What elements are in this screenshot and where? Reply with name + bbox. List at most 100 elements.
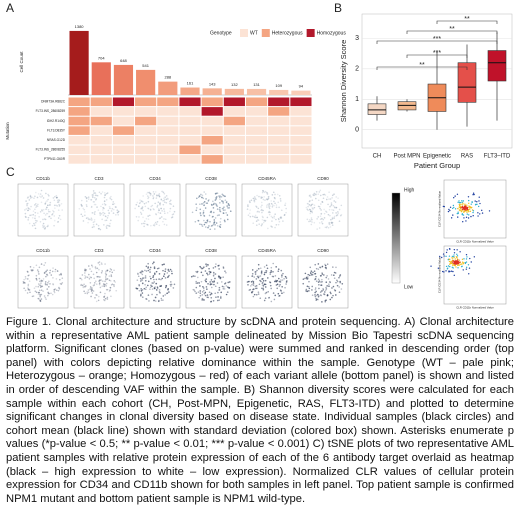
cell-dot <box>140 200 143 202</box>
cell-dot <box>92 290 95 292</box>
cell-dot <box>321 290 323 292</box>
cell-dot <box>207 226 209 229</box>
cell-dot <box>311 273 314 276</box>
cell-dot <box>203 204 205 207</box>
scatter-dot <box>457 201 459 204</box>
scatter-dot <box>461 261 464 263</box>
cell-dot <box>49 210 51 213</box>
cell-dot <box>261 196 264 199</box>
cell-dot <box>141 273 144 276</box>
cell-dot <box>153 193 156 195</box>
cell-dot <box>261 284 264 286</box>
scatter-dot <box>448 260 451 263</box>
scatter-dot <box>442 253 445 255</box>
cell-dot <box>266 204 268 207</box>
cell-dot <box>156 220 159 223</box>
scatter-dot <box>463 210 466 213</box>
cell-dot <box>279 200 282 202</box>
color-scale <box>391 192 401 284</box>
cell-dot <box>280 216 282 218</box>
cell-dot <box>34 217 36 220</box>
cell-dot <box>333 206 336 208</box>
cell-dot <box>335 206 338 209</box>
cell-dot <box>315 193 317 196</box>
cell-dot <box>44 283 47 286</box>
cell-dot <box>93 201 96 203</box>
cell-dot <box>270 266 273 269</box>
cell-dot <box>315 297 317 300</box>
cell-dot <box>46 212 49 215</box>
cell-dot <box>211 204 213 206</box>
cell-dot <box>113 269 115 272</box>
cell-dot <box>321 301 323 303</box>
cell-dot <box>309 209 312 211</box>
cell-dot <box>49 201 52 204</box>
cell-dot <box>47 193 49 196</box>
cell-dot <box>195 203 197 205</box>
cell-dot <box>333 193 335 196</box>
cell-dot <box>277 217 280 220</box>
cell-dot <box>42 222 45 225</box>
cell-dot <box>224 282 227 284</box>
scatter-dot <box>472 192 475 194</box>
cell-dot <box>318 287 320 290</box>
cell-dot <box>24 282 26 284</box>
cell-dot <box>159 203 161 205</box>
cell-dot <box>313 221 316 224</box>
scatter-dot <box>452 214 454 216</box>
tile-title: CD3 <box>94 176 103 181</box>
cell-dot <box>280 269 283 272</box>
cell-dot <box>341 282 344 285</box>
bar <box>269 89 289 95</box>
cell-dot <box>101 191 104 193</box>
cell-dot <box>141 296 144 298</box>
scatter-dot <box>454 262 457 264</box>
cell-dot <box>331 208 333 211</box>
cell-dot <box>113 285 115 288</box>
cell-dot <box>228 281 231 283</box>
heatmap-cell <box>268 116 290 126</box>
cell-dot <box>328 221 331 224</box>
cell-dot <box>151 293 153 296</box>
cell-dot <box>326 285 328 287</box>
cell-dot <box>53 291 56 294</box>
cell-dot <box>142 222 145 225</box>
cell-dot <box>329 198 332 200</box>
cell-dot <box>155 223 158 225</box>
cell-dot <box>28 199 31 201</box>
cell-dot <box>151 282 153 284</box>
y-tick-label: 2 <box>355 66 359 73</box>
cell-dot <box>223 286 225 288</box>
cell-dot <box>149 194 152 197</box>
cell-dot <box>194 220 197 223</box>
cell-dot <box>325 299 327 302</box>
cell-dot <box>339 280 341 283</box>
cell-dot <box>308 218 311 221</box>
cell-dot <box>314 278 317 280</box>
cell-dot <box>214 217 217 219</box>
cell-dot <box>269 271 272 274</box>
scatter-dot <box>449 209 451 212</box>
cell-dot <box>47 225 49 228</box>
scatter-dot <box>456 255 459 257</box>
cell-dot <box>35 206 37 209</box>
cell-dot <box>48 215 50 218</box>
cell-dot <box>28 289 31 291</box>
cell-dot <box>276 279 279 282</box>
cell-dot <box>219 277 222 280</box>
cell-dot <box>262 190 265 192</box>
cell-dot <box>227 202 230 205</box>
cell-dot <box>321 201 324 203</box>
cell-dot <box>104 283 106 286</box>
cell-dot <box>257 291 260 293</box>
cell-dot <box>254 285 257 288</box>
y-axis-label: Shannon Diversity Score <box>339 40 348 123</box>
cell-dot <box>282 220 284 222</box>
cell-dot <box>53 199 56 202</box>
cell-dot <box>51 213 53 216</box>
cell-dot <box>338 291 341 293</box>
cell-dot <box>334 272 337 274</box>
cell-dot <box>84 277 86 279</box>
cell-dot <box>205 286 208 288</box>
heatmap-cell <box>201 155 223 164</box>
